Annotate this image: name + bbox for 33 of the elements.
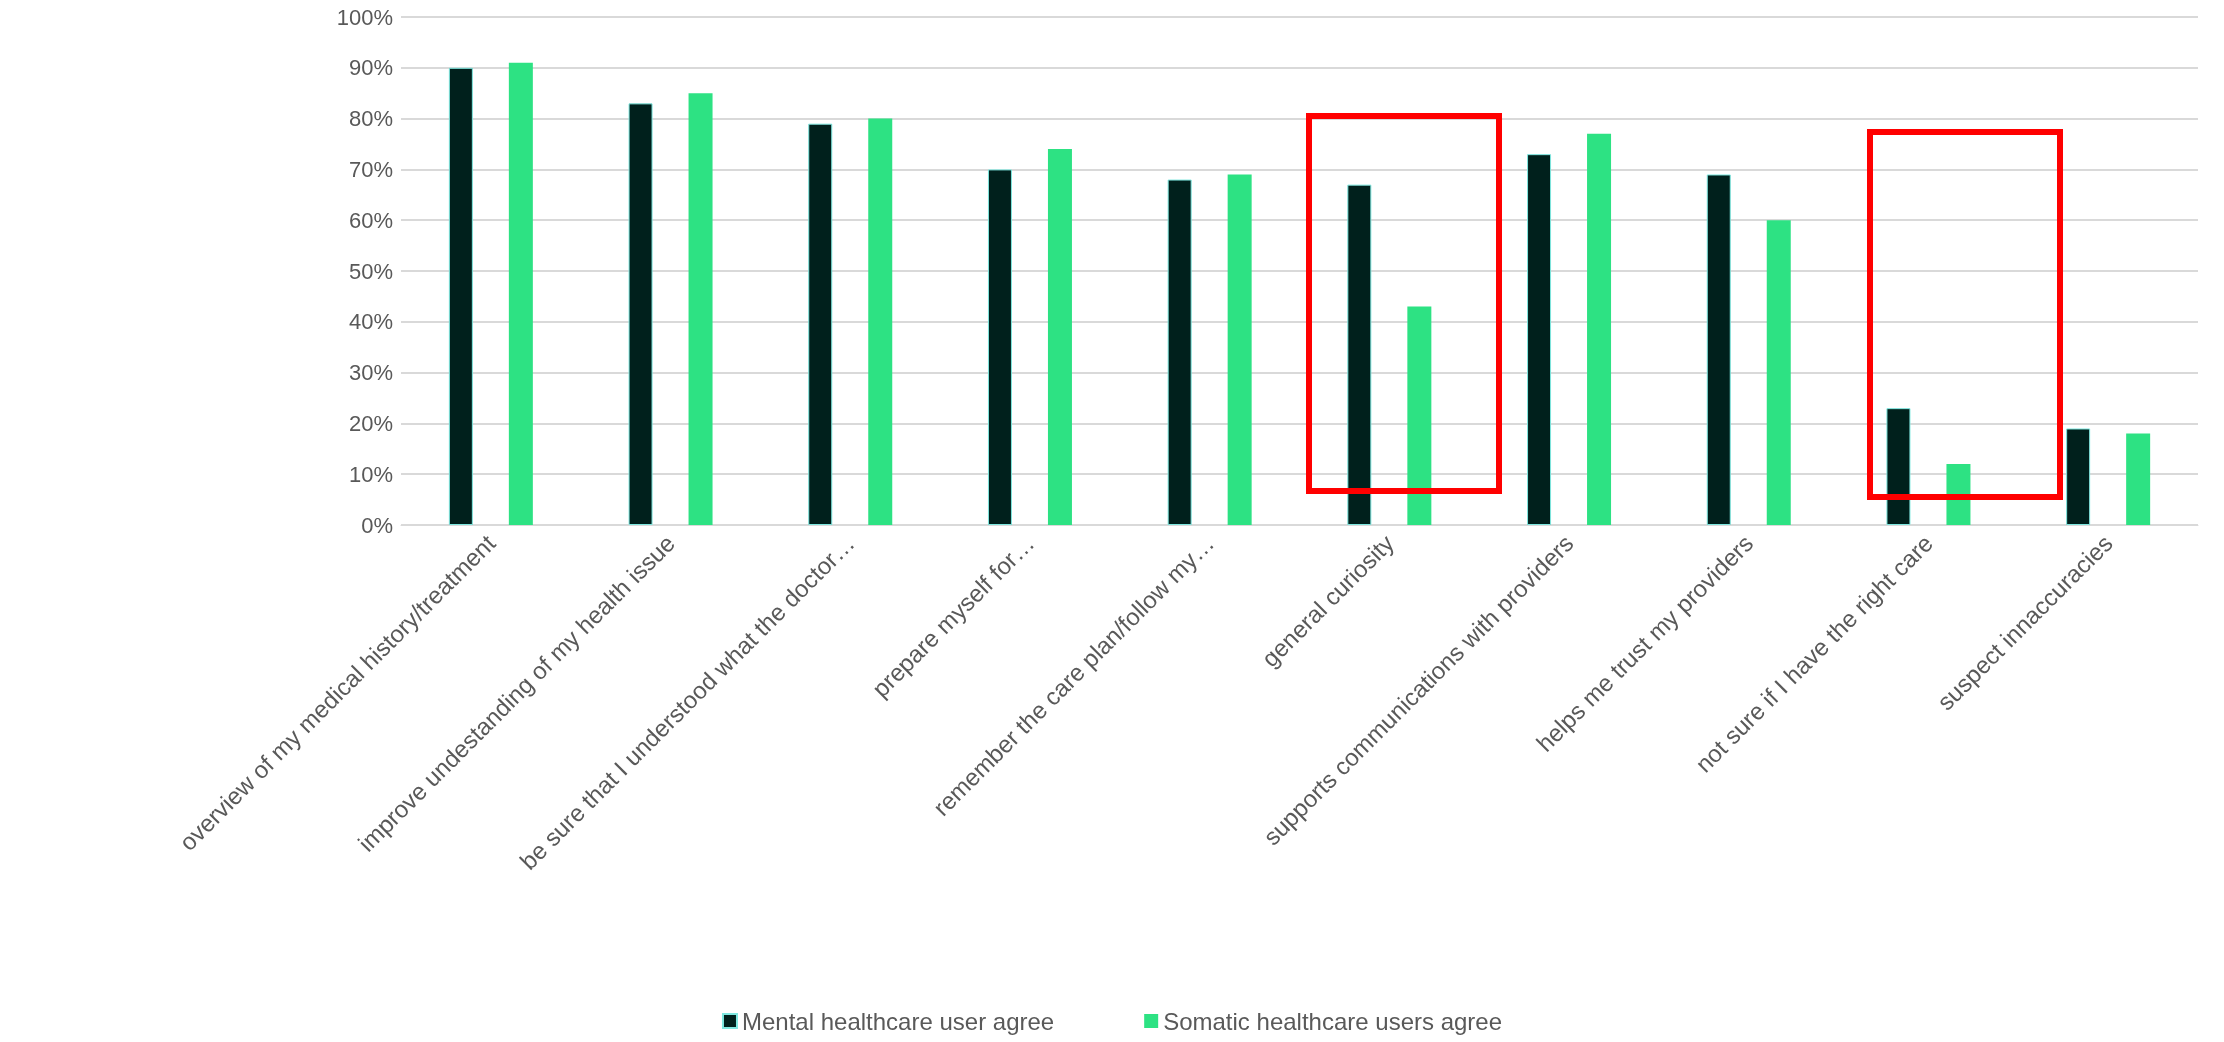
y-tick-label: 40% [348,309,393,335]
y-tick-label: 10% [348,461,393,487]
bar [1347,184,1372,525]
y-tick-label: 20% [348,410,393,436]
bar [2126,433,2151,525]
y-tick-label: 100% [336,4,393,30]
bar [1167,179,1192,525]
bar [1886,408,1911,525]
bar [1706,174,1731,525]
y-tick-label: 30% [348,360,393,386]
y-tick-label: 90% [348,55,393,81]
bar [1227,174,1252,525]
bar [508,62,533,525]
bar [1587,133,1612,525]
bar [448,67,473,525]
y-tick-label: 60% [348,207,393,233]
y-tick-label: 50% [348,258,393,284]
bar [1047,149,1072,525]
bar [987,169,1012,525]
y-tick-label: 70% [348,156,393,182]
bar [628,103,653,525]
y-tick-label: 0% [361,512,393,538]
bar [808,123,833,525]
bar [1527,154,1552,525]
bar [2066,428,2091,525]
bar [868,118,893,525]
bar [1766,220,1791,525]
bar [1407,306,1432,525]
legend-label: Mental healthcare user agree [741,1007,1055,1035]
bar [688,93,713,525]
legend-label: Somatic healthcare users agree [1163,1007,1503,1035]
bar [1946,464,1971,525]
y-tick-label: 80% [348,106,393,132]
